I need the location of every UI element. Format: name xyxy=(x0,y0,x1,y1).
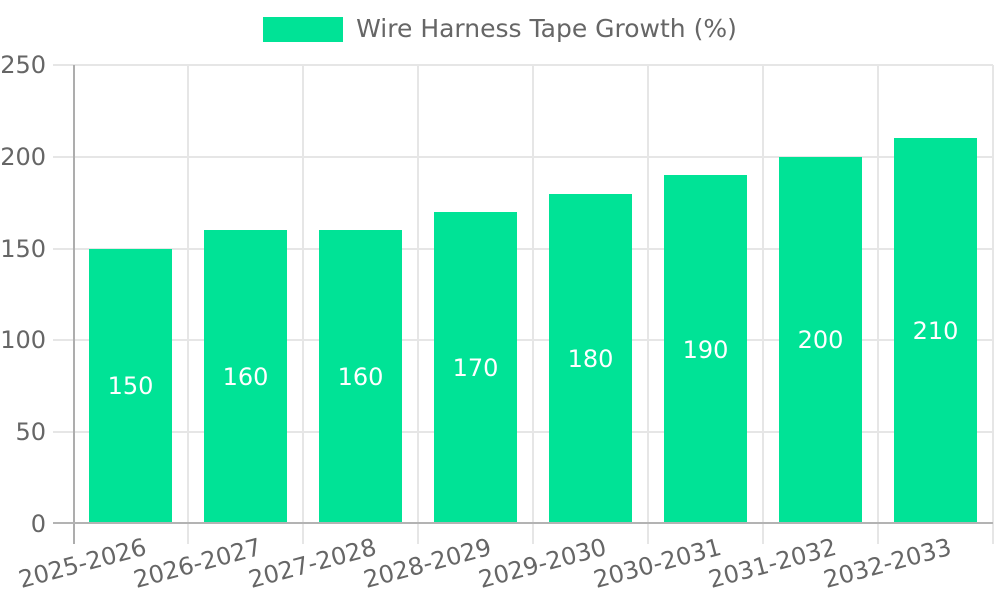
bar-2028-2029[interactable]: 170 xyxy=(434,211,517,524)
gridline-x-8 xyxy=(992,65,994,544)
x-tick-label-2031-2032: 2031-2032 xyxy=(705,532,840,594)
bar-2029-2030[interactable]: 180 xyxy=(549,193,632,524)
bar-2027-2028[interactable]: 160 xyxy=(319,230,402,524)
bar-value-label: 180 xyxy=(567,344,614,373)
bar-value-label: 160 xyxy=(337,363,384,392)
gridline-y-50 xyxy=(53,431,993,434)
y-tick-label: 0 xyxy=(30,510,46,538)
gridline-x-1 xyxy=(187,65,189,544)
gridline-x-3 xyxy=(417,65,419,544)
x-tick-label-2026-2027: 2026-2027 xyxy=(130,532,265,594)
gridline-x-5 xyxy=(647,65,649,544)
bar-2025-2026[interactable]: 150 xyxy=(89,248,172,524)
gridline-x-4 xyxy=(532,65,534,544)
bar-value-label: 210 xyxy=(912,317,959,346)
y-tick-label: 250 xyxy=(0,51,46,79)
bar-2030-2031[interactable]: 190 xyxy=(664,175,747,524)
bar-value-label: 170 xyxy=(452,353,499,382)
y-tick-label: 200 xyxy=(0,142,46,171)
gridline-x-7 xyxy=(877,65,879,544)
y-axis-line xyxy=(73,65,75,544)
gridline-x-6 xyxy=(762,65,764,544)
bar-value-label: 190 xyxy=(682,335,729,364)
gridline-x-2 xyxy=(302,65,304,544)
x-axis-line xyxy=(53,522,993,524)
y-tick-label: 50 xyxy=(15,418,46,447)
x-tick-label-2027-2028: 2027-2028 xyxy=(245,532,380,594)
x-tick-label-2029-2030: 2029-2030 xyxy=(475,532,610,594)
x-tick-label-2025-2026: 2025-2026 xyxy=(15,532,150,594)
x-tick-label-2032-2033: 2032-2033 xyxy=(820,532,955,594)
legend-swatch xyxy=(263,16,344,42)
gridline-y-200 xyxy=(53,155,993,158)
x-tick-label-2028-2029: 2028-2029 xyxy=(360,532,495,594)
gridline-y-250 xyxy=(53,64,993,66)
gridline-y-100 xyxy=(53,339,993,342)
x-tick-label-2030-2031: 2030-2031 xyxy=(590,532,725,594)
y-tick-label: 100 xyxy=(0,326,46,355)
bar-2026-2027[interactable]: 160 xyxy=(204,230,287,524)
bar-value-label: 160 xyxy=(222,363,269,392)
gridline-y-150 xyxy=(53,247,993,250)
y-tick-label: 150 xyxy=(0,234,46,263)
legend-label: Wire Harness Tape Growth (%) xyxy=(356,14,737,43)
plot-area: 150 160 160 170 180 190 200 210 0 50 100 150 200 250… xyxy=(0,51,994,594)
bar-value-label: 200 xyxy=(797,326,844,355)
bar-value-label: 150 xyxy=(107,372,154,401)
legend[interactable]: Wire Harness Tape Growth (%) xyxy=(0,14,1000,44)
bar-2031-2032[interactable]: 200 xyxy=(779,156,862,524)
bar-2032-2033[interactable]: 210 xyxy=(894,138,977,524)
